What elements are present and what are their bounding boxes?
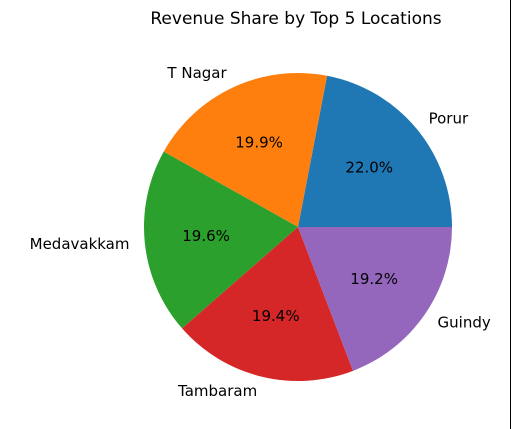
- slice-label-medavakkam: Medavakkam: [30, 235, 130, 253]
- pct-label-medavakkam: 19.6%: [182, 227, 230, 245]
- pct-label-porur: 22.0%: [345, 159, 393, 177]
- slice-label-porur: Porur: [429, 110, 469, 128]
- pie-slice-porur: [298, 75, 452, 228]
- pct-label-tambaram: 19.4%: [252, 307, 300, 325]
- slice-label-t-nagar: T Nagar: [166, 64, 227, 82]
- chart-title: Revenue Share by Top 5 Locations: [150, 9, 441, 29]
- pie-slice-guindy: [298, 227, 452, 371]
- pie-slice-tambaram: [182, 227, 354, 382]
- slice-labels: Porur T Nagar Medavakkam Tambaram Guindy: [30, 64, 491, 400]
- pie-slices: [144, 73, 452, 382]
- percentage-labels: 22.0% 19.9% 19.6% 19.4% 19.2%: [182, 134, 398, 325]
- pie-slice-medavakkam: [144, 151, 298, 329]
- pct-label-t-nagar: 19.9%: [235, 134, 283, 152]
- slice-label-guindy: Guindy: [438, 314, 491, 332]
- pie-slice-t-nagar: [163, 73, 328, 228]
- slice-label-tambaram: Tambaram: [177, 382, 257, 400]
- pct-label-guindy: 19.2%: [350, 270, 398, 288]
